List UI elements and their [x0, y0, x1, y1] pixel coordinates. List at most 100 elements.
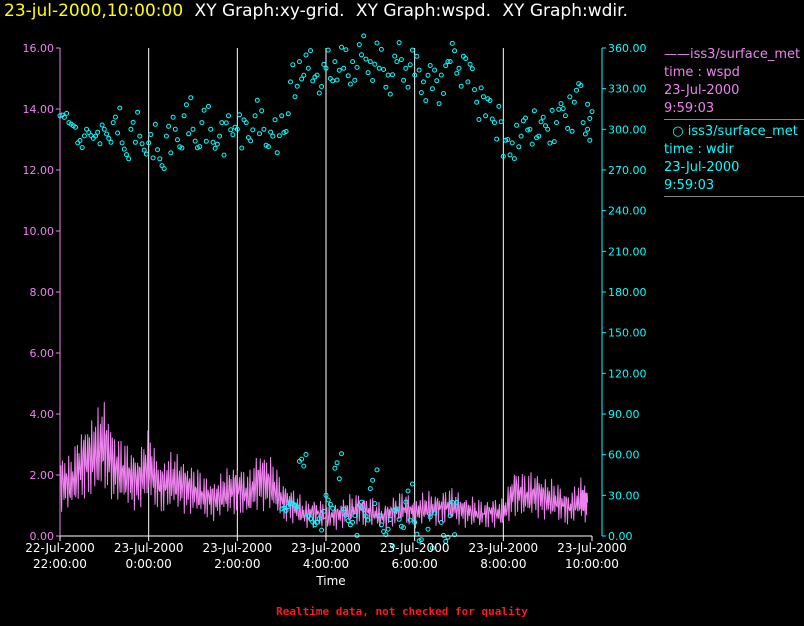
wdir-point — [141, 147, 147, 153]
wdir-point — [199, 120, 205, 126]
wdir-point — [243, 120, 249, 126]
wdir-point — [500, 153, 506, 159]
right-tick-label: 270.00 — [608, 164, 647, 177]
wdir-point — [436, 101, 442, 107]
wdir-point — [143, 151, 149, 157]
wdir-point — [168, 150, 174, 156]
x-tick-label: 8:00:00 — [480, 557, 526, 571]
wdir-point — [316, 90, 322, 96]
wdir-point — [467, 61, 473, 67]
wdir-point — [549, 107, 555, 113]
wdir-point — [321, 508, 327, 514]
legend-time: 9:59:03 — [664, 178, 715, 193]
wdir-point — [257, 131, 262, 137]
wdir-point — [394, 59, 400, 65]
legend-line-marker: —— — [664, 47, 690, 62]
wdir-point — [585, 126, 591, 132]
wdir-point — [259, 108, 265, 114]
wdir-point — [327, 501, 333, 507]
wdir-point — [396, 516, 402, 522]
wdir-point — [418, 537, 424, 543]
wdir-point — [254, 97, 260, 103]
wdir-point — [179, 145, 185, 151]
wdir-point — [394, 506, 400, 512]
wdir-point — [523, 115, 528, 121]
wdir-point — [106, 135, 112, 141]
wdir-point — [345, 518, 351, 524]
x-tick-label: 23-Jul-2000 — [380, 541, 450, 555]
wdir-point — [443, 63, 449, 69]
wdir-point — [221, 152, 227, 158]
wdir-point — [531, 108, 537, 114]
wdir-point — [97, 141, 103, 147]
wdir-point — [148, 132, 154, 137]
wdir-point — [99, 122, 105, 128]
wdir-point — [545, 126, 551, 132]
x-tick-label: 10:00:00 — [565, 557, 619, 571]
wdir-point — [79, 145, 85, 151]
wdir-point — [206, 103, 211, 109]
wdir-point — [314, 72, 320, 78]
legend-entry-wdir: ○ iss3/surface_met time : wdir 23-Jul-20… — [664, 123, 804, 197]
wdir-point — [101, 126, 107, 132]
wdir-point — [192, 138, 198, 144]
wdir-point — [301, 72, 307, 78]
wdir-point — [480, 94, 486, 100]
wdir-point — [356, 42, 362, 48]
wdir-point — [208, 126, 214, 132]
right-tick-label: 330.00 — [608, 83, 647, 96]
left-tick-label: 4.00 — [30, 408, 55, 421]
wdir-point — [334, 77, 340, 83]
wdir-point — [359, 499, 364, 505]
wdir-point — [327, 76, 333, 81]
wdir-point — [250, 127, 256, 133]
wdir-point — [554, 120, 559, 126]
right-tick-label: 240.00 — [608, 205, 647, 218]
x-tick-label: 2:00:00 — [214, 557, 260, 571]
wdir-point — [299, 456, 305, 462]
wdir-point — [374, 40, 380, 46]
wdir-point — [409, 47, 415, 53]
wspd-line — [59, 401, 589, 531]
wdir-point — [361, 33, 367, 39]
wdir-point — [416, 67, 422, 73]
legend-circle-marker: ○ — [664, 124, 688, 139]
wdir-point — [75, 140, 81, 146]
wdir-point — [476, 117, 482, 122]
wdir-point — [112, 114, 118, 120]
wdir-point — [230, 132, 236, 138]
wdir-point — [223, 120, 229, 126]
wdir-point — [456, 65, 462, 71]
wdir-point — [332, 465, 338, 471]
wdir-point — [571, 99, 577, 105]
wdir-point — [441, 91, 446, 96]
wdir-point — [163, 133, 169, 139]
wdir-point — [569, 128, 575, 134]
wdir-point — [170, 114, 176, 120]
wdir-point — [374, 467, 380, 473]
wdir-point — [119, 140, 125, 146]
wdir-point — [432, 510, 438, 516]
legend-variable: time : wdir — [664, 142, 734, 157]
wdir-point — [407, 517, 413, 523]
right-tick-label: 120.00 — [608, 367, 647, 380]
wdir-point — [405, 84, 411, 90]
wdir-point — [359, 52, 364, 58]
wdir-point — [425, 526, 431, 532]
wdir-point — [354, 532, 360, 538]
wdir-point — [381, 529, 387, 535]
wdir-point — [339, 44, 344, 50]
wdir-point — [336, 476, 342, 482]
wdir-point — [183, 102, 189, 108]
wdir-point — [392, 53, 398, 59]
x-axis-label: Time — [315, 574, 345, 588]
wdir-point — [556, 106, 562, 112]
wdir-point — [409, 481, 415, 487]
wdir-point — [390, 543, 395, 549]
wdir-point — [203, 138, 209, 144]
wdir-point — [305, 65, 311, 71]
wdir-point — [217, 133, 223, 139]
wdir-point — [77, 138, 83, 143]
wdir-point — [283, 508, 289, 513]
wdir-point — [587, 116, 593, 121]
